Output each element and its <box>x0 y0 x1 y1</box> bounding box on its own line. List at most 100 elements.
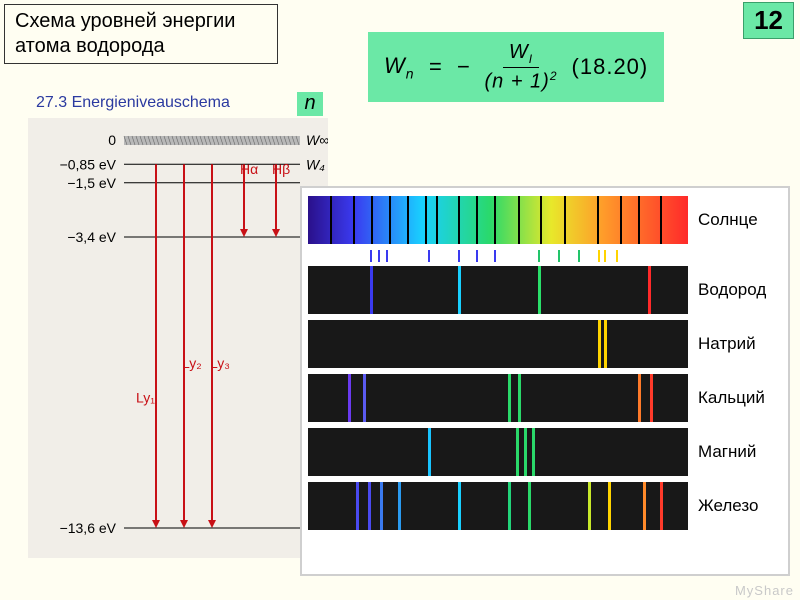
emission-line <box>538 266 541 314</box>
spectrum-label: Солнце <box>698 210 758 230</box>
dash-tick <box>386 250 388 262</box>
spectrum-row: Железо <box>308 482 782 530</box>
absorption-line <box>518 196 520 244</box>
emission-line <box>648 266 651 314</box>
svg-text:−1,5 eV: −1,5 eV <box>67 175 116 191</box>
svg-text:W₄: W₄ <box>306 156 325 172</box>
spectrum-row: Натрий <box>308 320 782 368</box>
formula-lhs: Wn <box>384 53 415 81</box>
spectrum-canvas <box>308 320 688 368</box>
spectrum-canvas <box>308 374 688 422</box>
absorption-line <box>425 196 427 244</box>
dash-tick <box>476 250 478 262</box>
spectrum-label: Железо <box>698 496 758 516</box>
absorption-line <box>638 196 640 244</box>
n-label-text: n <box>304 92 315 114</box>
emission-line <box>598 320 601 368</box>
svg-text:Hα: Hα <box>240 161 258 177</box>
formula-paren: (18.20) <box>572 54 649 80</box>
spectrum-row: Солнце <box>308 196 782 244</box>
spectrum-canvas <box>308 482 688 530</box>
spectra-panel: Солнце Водород Натрий Кальций Магний Железо <box>300 186 790 576</box>
absorption-line <box>458 196 460 244</box>
emission-line <box>458 482 461 530</box>
emission-line <box>508 482 511 530</box>
emission-line <box>518 374 521 422</box>
watermark: MyShare <box>735 583 794 598</box>
absorption-line <box>371 196 373 244</box>
dash-tick <box>604 250 606 262</box>
diagram-subheading: 27.3 Energieniveauschema <box>36 94 230 112</box>
spectrum-row: Кальций <box>308 374 782 422</box>
title-box: Схема уровней энергии атома водорода <box>4 4 278 64</box>
emission-line <box>363 374 366 422</box>
formula-eq: = − <box>429 54 471 80</box>
emission-line <box>356 482 359 530</box>
absorption-line <box>620 196 622 244</box>
absorption-line <box>540 196 542 244</box>
emission-line <box>528 482 531 530</box>
spectrum-row: Магний <box>308 428 782 476</box>
page-number-badge: 12 <box>743 2 794 39</box>
dash-tick <box>538 250 540 262</box>
dash-tick <box>370 250 372 262</box>
absorption-line <box>494 196 496 244</box>
emission-line <box>516 428 519 476</box>
emission-line <box>524 428 527 476</box>
svg-text:Ly₁: Ly₁ <box>136 389 155 405</box>
absorption-line <box>389 196 391 244</box>
emission-line <box>532 428 535 476</box>
spectrum-canvas <box>308 428 688 476</box>
spectrum-row: Водород <box>308 266 782 314</box>
dash-tick <box>494 250 496 262</box>
absorption-line <box>564 196 566 244</box>
dash-tick <box>378 250 380 262</box>
spectrum-canvas <box>308 196 688 244</box>
svg-text:0: 0 <box>108 132 116 148</box>
formula-den: (n + 1)2 <box>484 68 557 92</box>
emission-line <box>588 482 591 530</box>
emission-line <box>650 374 653 422</box>
emission-line <box>608 482 611 530</box>
page-number: 12 <box>754 5 783 35</box>
watermark-text: MyShare <box>735 583 794 598</box>
svg-text:−0,85 eV: −0,85 eV <box>60 156 117 172</box>
emission-line <box>398 482 401 530</box>
emission-line <box>428 428 431 476</box>
emission-line <box>604 320 607 368</box>
dash-strip <box>308 250 688 264</box>
dash-tick <box>458 250 460 262</box>
emission-line <box>508 374 511 422</box>
svg-text:−3,4 eV: −3,4 eV <box>67 229 116 245</box>
dash-tick <box>578 250 580 262</box>
absorption-line <box>407 196 409 244</box>
emission-line <box>348 374 351 422</box>
spectrum-label: Водород <box>698 280 766 300</box>
emission-line <box>660 482 663 530</box>
dash-tick <box>428 250 430 262</box>
absorption-line <box>660 196 662 244</box>
absorption-line <box>330 196 332 244</box>
absorption-line <box>436 196 438 244</box>
absorption-line <box>597 196 599 244</box>
spectrum-label: Натрий <box>698 334 756 354</box>
emission-line <box>368 482 371 530</box>
subheading-text: 27.3 Energieniveauschema <box>36 94 230 111</box>
spectrum-canvas <box>308 266 688 314</box>
emission-line <box>643 482 646 530</box>
emission-line <box>380 482 383 530</box>
emission-line <box>638 374 641 422</box>
dash-tick <box>616 250 618 262</box>
spectrum-label: Кальций <box>698 388 765 408</box>
spectrum-label: Магний <box>698 442 756 462</box>
absorption-line <box>353 196 355 244</box>
svg-text:Ly₃: Ly₃ <box>210 355 230 371</box>
formula-fraction: WI (n + 1)2 <box>484 42 557 92</box>
title-text: Схема уровней энергии атома водорода <box>15 10 235 57</box>
emission-line <box>370 266 373 314</box>
dash-tick <box>598 250 600 262</box>
dash-tick <box>558 250 560 262</box>
absorption-line <box>476 196 478 244</box>
svg-text:W∞: W∞ <box>306 132 328 148</box>
n-label: n <box>297 92 323 116</box>
